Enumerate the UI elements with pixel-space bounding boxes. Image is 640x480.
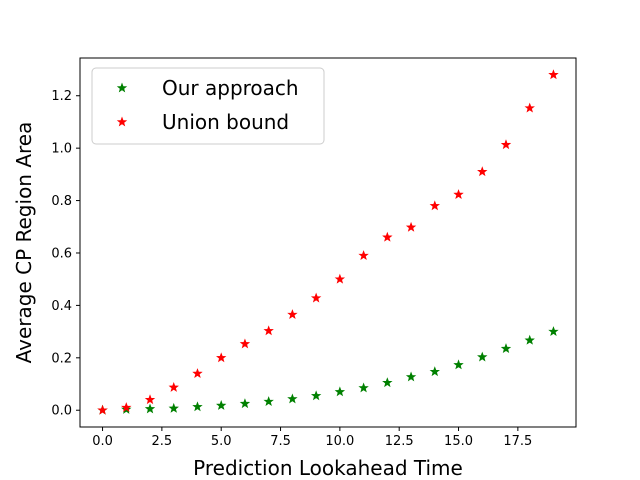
legend: Our approach Union bound [91,67,325,145]
data-point-union-bound [239,338,251,349]
x-tick-label: 12.5 [385,434,414,449]
data-point-our-approach [500,343,512,354]
x-tick-label: 0.0 [92,434,113,449]
data-point-our-approach [548,326,559,337]
data-point-union-bound [500,139,512,150]
data-point-our-approach [168,402,179,413]
y-tick-label: 0.8 [51,194,72,209]
data-point-union-bound [310,292,322,303]
data-point-union-bound [263,325,274,336]
x-tick-label: 17.5 [503,434,532,449]
x-tick-label: 15.0 [444,434,473,449]
data-point-our-approach [453,359,464,370]
data-point-union-bound [97,404,108,415]
x-tick-label: 5.0 [211,434,232,449]
x-tick-label: 2.5 [152,434,173,449]
plot-area [97,69,559,415]
data-point-our-approach [429,366,440,377]
axes-frame [79,57,577,428]
x-tick-label: 10.0 [325,434,354,449]
data-point-union-bound [524,102,535,113]
data-point-our-approach [382,377,393,388]
y-tick-label: 0.6 [51,246,72,261]
data-point-union-bound [121,402,132,413]
y-tick-label: 1.0 [51,142,72,157]
data-point-union-bound [548,69,559,80]
data-point-our-approach [524,334,535,345]
data-point-union-bound [382,231,393,242]
data-point-union-bound [192,368,203,378]
y-axis-label: Average CP Region Area [12,122,36,364]
y-tick-label: 1.2 [51,89,72,104]
legend-box [91,67,325,145]
y-tick-label: 0.4 [51,299,72,314]
data-point-union-bound [168,381,179,392]
y-tick-label: 0.2 [51,351,72,366]
data-point-our-approach [263,396,274,406]
legend-label: Our approach [162,76,299,100]
data-point-union-bound [216,352,227,363]
data-point-union-bound [405,221,417,232]
data-point-our-approach [216,400,227,410]
data-point-union-bound [334,273,346,284]
data-point-union-bound [453,189,464,199]
axis-ticks: 0.0 2.5 5.0 7.5 10.0 12.5 15.0 17.5 0.0 0.2 0.4 0.6… [51,89,532,449]
data-point-union-bound [144,394,156,405]
x-axis-label: Prediction Lookahead Time [193,456,463,480]
data-point-our-approach [192,401,203,412]
data-point-our-approach [287,393,298,404]
data-point-our-approach [310,390,322,401]
data-point-our-approach [405,371,417,382]
data-point-union-bound [477,166,488,177]
data-point-our-approach [144,403,156,414]
series-union-bound [97,69,559,415]
data-point-our-approach [239,398,251,409]
data-point-our-approach [334,386,346,397]
data-point-union-bound [429,200,440,211]
x-tick-label: 7.5 [270,434,291,449]
data-point-union-bound [287,309,298,319]
series-our-approach [97,326,559,415]
y-tick-label: 0.0 [51,404,72,419]
legend-marker [116,116,128,127]
legend-marker [116,82,128,93]
data-point-our-approach [477,351,488,362]
legend-label: Union bound [162,110,289,134]
data-point-our-approach [358,382,369,393]
data-point-union-bound [358,250,369,261]
